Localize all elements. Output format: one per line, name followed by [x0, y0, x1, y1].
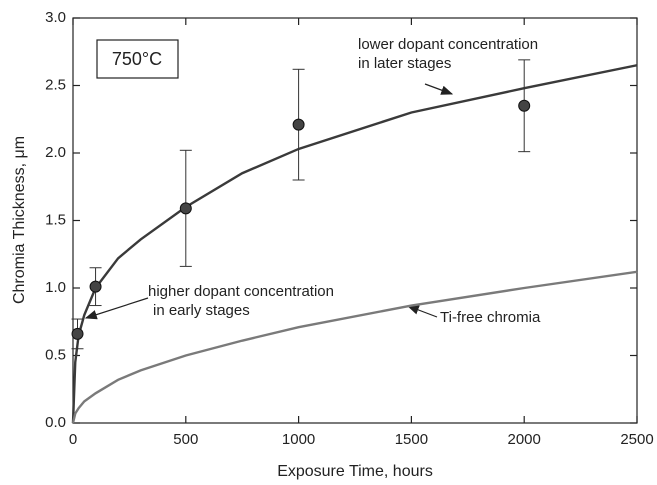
curve	[71, 64, 638, 424]
data-point	[71, 327, 84, 340]
x-tick-label: 1500	[395, 431, 428, 448]
y-tick-label: 1.0	[45, 279, 66, 296]
annotation: in early stages	[153, 302, 250, 319]
annotation-arrow	[424, 83, 454, 95]
x-tick-label: 500	[173, 431, 198, 448]
x-tick-label: 2000	[508, 431, 541, 448]
annotation: in later stages	[358, 55, 451, 72]
temperature-label: 750°C	[112, 49, 162, 69]
annotation: Ti-free chromia	[440, 309, 541, 326]
annotation: lower dopant concentration	[358, 36, 538, 53]
data-point	[179, 202, 192, 215]
x-tick-label: 2500	[620, 431, 653, 448]
y-axis-label: Chromia Thickness, μm	[11, 136, 28, 304]
data-point	[518, 99, 531, 112]
temperature-box	[96, 39, 179, 79]
x-tick-label: 0	[69, 431, 77, 448]
y-tick-label: 3.0	[45, 9, 66, 26]
y-tick-label: 2.5	[45, 76, 66, 93]
y-tick-label: 2.0	[45, 144, 66, 161]
y-tick-label: 0.0	[45, 414, 66, 431]
annotation-arrow	[84, 297, 149, 320]
data-point	[292, 118, 305, 131]
x-axis-label: Exposure Time, hours	[277, 463, 433, 480]
y-tick-label: 1.5	[45, 211, 66, 228]
annotation-arrow	[406, 305, 438, 318]
curve	[71, 270, 638, 424]
plot-frame	[72, 17, 638, 424]
annotation: higher dopant concentration	[148, 283, 334, 300]
y-tick-label: 0.5	[45, 346, 66, 363]
x-tick-label: 1000	[282, 431, 315, 448]
data-point	[89, 280, 102, 293]
